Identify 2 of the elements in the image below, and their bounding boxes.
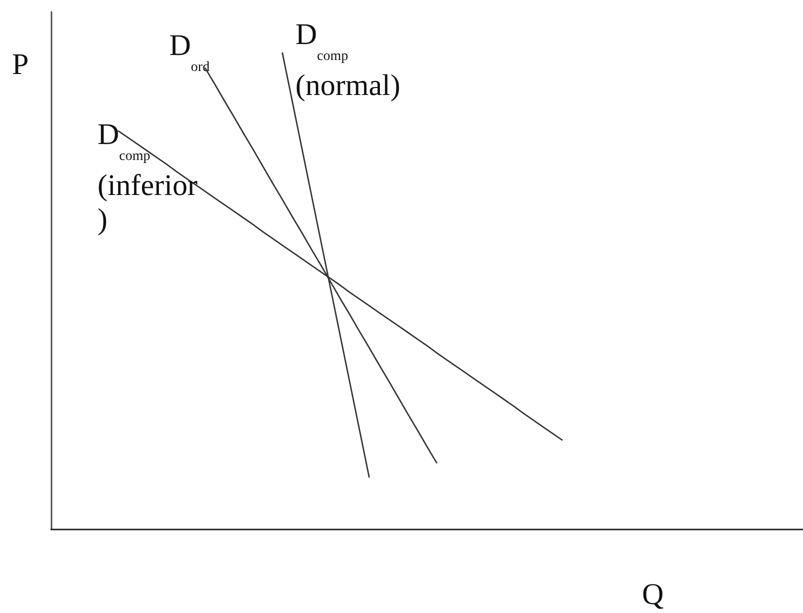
x-axis-title: Q (642, 578, 664, 612)
y-axis-title: P (12, 48, 29, 82)
